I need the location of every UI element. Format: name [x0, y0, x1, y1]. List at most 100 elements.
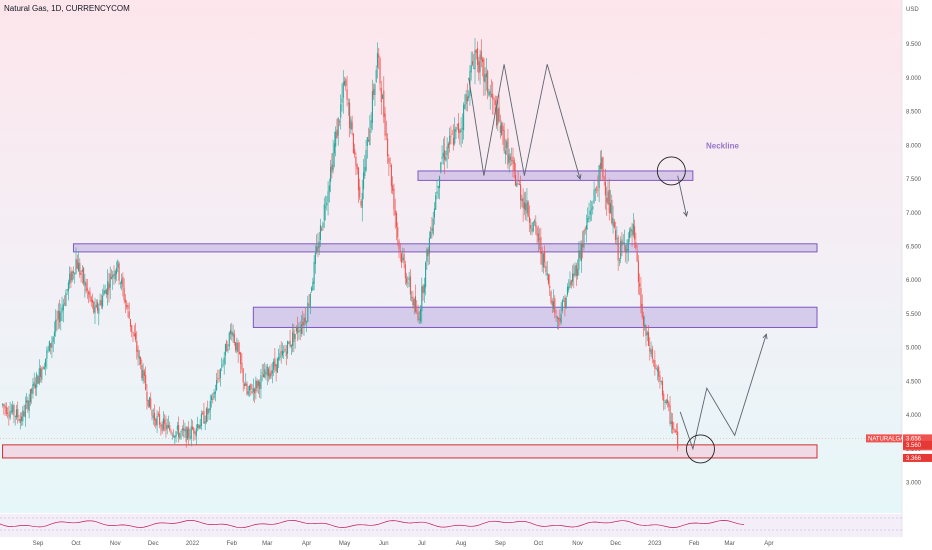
candle-body — [626, 248, 628, 253]
candle-body — [67, 282, 69, 292]
candle-body — [537, 233, 539, 242]
candle-body — [255, 380, 257, 392]
candle-body — [641, 303, 643, 318]
candle-body — [137, 349, 139, 357]
candle-body — [170, 431, 172, 434]
candle-body — [81, 269, 83, 272]
candle-body — [368, 139, 370, 142]
candle-body — [88, 291, 90, 295]
candle-body — [229, 330, 232, 334]
candle-body — [200, 413, 202, 427]
candle-body — [488, 92, 490, 96]
x-tick-label: Nov — [110, 541, 121, 547]
candle-body — [276, 358, 278, 373]
candle-body — [316, 247, 318, 252]
candle-body — [593, 189, 595, 203]
candle-body — [479, 54, 481, 72]
candle-body — [140, 357, 142, 365]
candle-body — [213, 392, 215, 399]
candle-body — [94, 306, 96, 314]
symbol-tag — [866, 434, 902, 443]
candle-body — [74, 273, 76, 275]
candle-body — [603, 178, 605, 180]
candle-body — [236, 342, 238, 352]
candle-body — [660, 381, 662, 382]
candle-body — [145, 375, 147, 390]
x-tick-label: Feb — [227, 541, 238, 547]
candle-body — [650, 350, 652, 355]
candle-body — [474, 50, 476, 70]
candle-body — [587, 218, 589, 223]
y-tick-label: 4.500 — [906, 379, 922, 385]
candle-body — [408, 278, 410, 280]
candle-body — [227, 349, 229, 351]
candle-body — [457, 123, 460, 133]
resistance-zone — [72, 243, 818, 253]
x-tick-label: Dec — [148, 541, 159, 547]
candle-body — [442, 152, 444, 158]
candle-body — [133, 333, 135, 336]
candle-body — [360, 200, 362, 206]
symbol-tag-label: NATURALGAS — [868, 436, 908, 442]
candle-body — [302, 321, 304, 326]
candle-body — [172, 435, 175, 437]
candle-body — [131, 325, 133, 332]
support-zone — [2, 444, 818, 459]
candle-body — [504, 150, 506, 155]
candle-body — [651, 348, 653, 359]
candle-body — [417, 311, 419, 321]
candle-body — [435, 195, 437, 210]
candle-body — [100, 300, 102, 306]
candle-body — [132, 331, 134, 334]
candle-body — [189, 436, 191, 440]
x-tick-label: 2023 — [648, 541, 662, 547]
candle-body — [142, 369, 144, 382]
candle-body — [416, 310, 418, 312]
candle-body — [573, 273, 575, 277]
candle-body — [598, 165, 600, 189]
candle-body — [639, 283, 641, 287]
candle-body — [98, 307, 100, 314]
candle-body — [402, 257, 404, 260]
y-tick-label: 8.000 — [906, 143, 922, 149]
candle-body — [528, 216, 531, 223]
candle-body — [631, 229, 633, 236]
candle-body — [559, 318, 561, 322]
candle-body — [616, 237, 618, 239]
candle-body — [545, 265, 547, 273]
candle-body — [243, 383, 246, 386]
candle-body — [114, 271, 116, 280]
candle-body — [653, 360, 655, 362]
candle-body — [668, 402, 670, 407]
candle-body — [70, 271, 72, 283]
x-tick-label: Oct — [534, 541, 544, 547]
candle-body — [57, 310, 59, 320]
x-tick-label: Apr — [302, 541, 311, 547]
candle-body — [20, 416, 23, 422]
candle-body — [395, 212, 398, 227]
candle-body — [83, 267, 85, 284]
candle-body — [205, 408, 208, 422]
candle-body — [181, 428, 183, 431]
candle-body — [50, 343, 52, 348]
price-axis-panel — [902, 0, 932, 550]
head-shoulders-path — [468, 64, 581, 180]
candle-body — [161, 424, 163, 432]
candle-body — [79, 262, 81, 275]
y-tick-label: 9.500 — [906, 42, 922, 48]
candle-body — [337, 117, 339, 136]
candle-body — [226, 341, 228, 352]
candle-body — [305, 322, 308, 324]
candle-body — [351, 122, 353, 130]
candle-body — [103, 290, 105, 296]
y-tick-label: 5.000 — [906, 346, 922, 352]
candle-body — [18, 419, 20, 421]
candle-body — [426, 249, 428, 262]
candle-body — [412, 296, 414, 306]
candle-body — [209, 400, 211, 411]
candle-body — [212, 398, 214, 401]
candle-body — [664, 401, 666, 404]
candle-body — [66, 289, 68, 291]
candle-body — [96, 302, 99, 311]
